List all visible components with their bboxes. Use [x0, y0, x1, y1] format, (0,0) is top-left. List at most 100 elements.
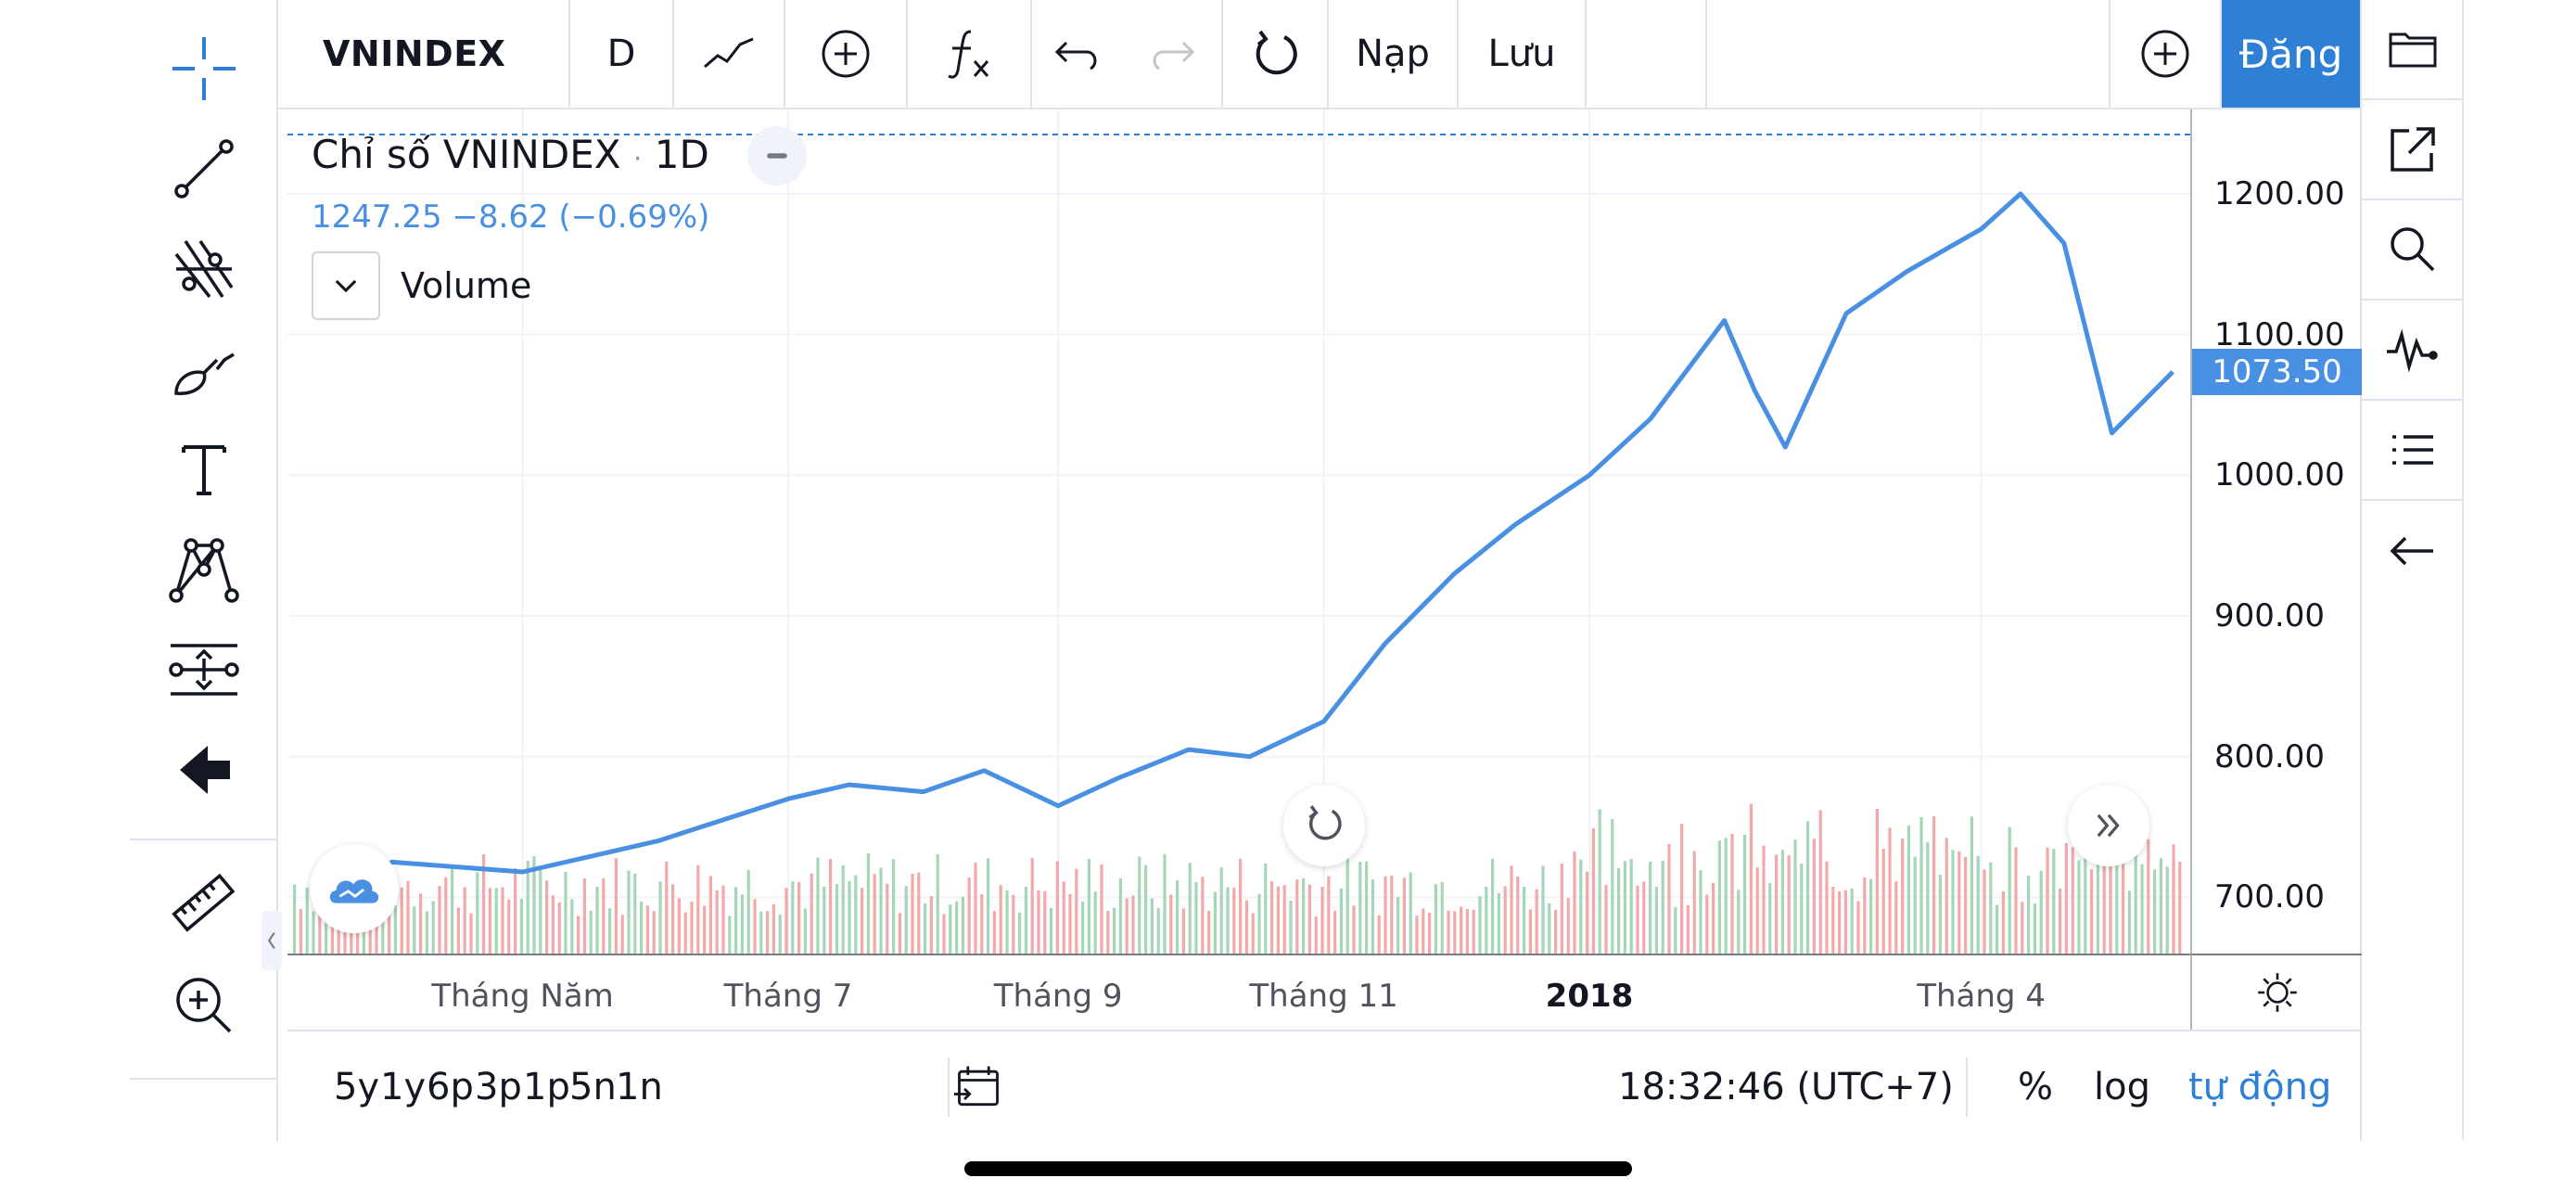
collapse-panel-button[interactable]: [2362, 501, 2464, 601]
volume-bar: [841, 864, 845, 954]
symbol-search-button[interactable]: VNINDEX: [278, 0, 570, 108]
chart-settings-button[interactable]: [2190, 954, 2362, 1030]
range-button-1y[interactable]: 1y: [380, 1066, 427, 1108]
indicators-button[interactable]: [908, 0, 1032, 108]
redo-button[interactable]: [1123, 0, 1223, 108]
volume-bar: [816, 857, 820, 954]
reset-button[interactable]: [1223, 0, 1329, 108]
volume-bar: [1825, 861, 1829, 954]
range-button-1p[interactable]: 1p: [523, 1066, 570, 1108]
volume-bar: [1881, 848, 1885, 954]
volume-bar: [1737, 890, 1741, 954]
volume-bar: [677, 898, 681, 954]
brush-icon[interactable]: [167, 332, 241, 406]
volume-bar: [1213, 891, 1217, 954]
volume-bar: [1901, 839, 1905, 954]
volume-bar: [734, 887, 738, 954]
volume-bar: [1409, 872, 1412, 954]
clock-display[interactable]: 18:32:46 (UTC+7): [1618, 1066, 1954, 1108]
volume-bar: [1018, 912, 1022, 954]
reset-chart-button[interactable]: [1283, 785, 1365, 866]
volume-bar: [608, 908, 612, 954]
compare-button[interactable]: [785, 0, 908, 108]
volume-bar: [406, 880, 410, 954]
volume-bar: [1793, 839, 1797, 954]
hide-legend-button[interactable]: [747, 126, 807, 186]
add-button[interactable]: [2109, 0, 2222, 108]
volume-bar: [2046, 847, 2049, 954]
volume-bar: [1932, 815, 1936, 954]
range-button-5y[interactable]: 5y: [334, 1066, 380, 1108]
collapse-toolbar-button[interactable]: [261, 911, 282, 970]
volume-bar: [1661, 860, 1664, 954]
crosshair-icon[interactable]: [167, 32, 241, 106]
volume-bar: [1586, 871, 1589, 954]
price-chart[interactable]: [287, 109, 2190, 954]
ruler-icon[interactable]: [167, 866, 241, 941]
auto-scale-toggle[interactable]: tự động: [2188, 1066, 2332, 1108]
price-tick-label: 800.00: [2214, 737, 2325, 775]
volume-bar: [1030, 857, 1034, 954]
volume-bar: [1850, 888, 1854, 954]
range-button-3p[interactable]: 3p: [475, 1066, 522, 1108]
interval-button[interactable]: D: [570, 0, 674, 108]
volume-bar: [2096, 820, 2099, 954]
last-price-label: 1073.50: [2192, 348, 2362, 395]
volume-bar: [1125, 898, 1129, 954]
volume-bar: [1320, 886, 1324, 954]
volume-bar: [1629, 858, 1633, 954]
save-layout-button[interactable]: Lưu: [1459, 0, 1587, 108]
log-scale-toggle[interactable]: log: [2094, 1066, 2150, 1108]
pitchfork-icon[interactable]: [167, 232, 241, 306]
volume-toggle-button[interactable]: [312, 251, 380, 320]
right-sidebar: [2360, 0, 2464, 1141]
search-button[interactable]: [2362, 200, 2464, 301]
prediction-icon[interactable]: [167, 633, 241, 707]
volume-bar: [1207, 910, 1211, 954]
volume-bar: [2027, 875, 2031, 954]
volume-bar: [1800, 863, 1804, 954]
go-to-date-button[interactable]: [946, 1031, 1011, 1143]
time-axis[interactable]: Tháng Năm Tháng 7 Tháng 9 Tháng 11 2018 Tháng…: [287, 954, 2190, 1030]
legend-title[interactable]: Chỉ số VNINDEX · 1D: [312, 132, 709, 177]
data-window-button[interactable]: [2362, 301, 2464, 401]
range-button-5n[interactable]: 5n: [569, 1066, 617, 1108]
volume-bar: [431, 901, 435, 954]
volume-bar: [803, 908, 807, 954]
volume-bar: [1302, 877, 1306, 954]
scroll-to-realtime-button[interactable]: [2068, 785, 2149, 866]
cloud-button[interactable]: [310, 844, 399, 933]
volume-bar: [992, 911, 996, 954]
volume-bar: [1113, 907, 1116, 954]
percent-scale-toggle[interactable]: %: [2018, 1066, 2054, 1108]
volume-bar: [2172, 844, 2175, 954]
volume-bar: [1491, 858, 1495, 954]
popout-button[interactable]: [2362, 100, 2464, 200]
volume-bar: [1251, 913, 1255, 954]
volume-bar: [1005, 890, 1009, 954]
range-button-1n[interactable]: 1n: [616, 1066, 663, 1108]
trend-line-icon[interactable]: [167, 132, 241, 206]
volume-bar: [2127, 890, 2131, 954]
volume-bar: [1460, 906, 1463, 954]
zoom-in-icon[interactable]: [167, 968, 241, 1043]
volume-bar: [974, 862, 977, 954]
price-axis[interactable]: 1200.00 1100.00 1000.00 900.00 800.00 700.00 …: [2190, 109, 2362, 954]
volume-bar: [1843, 890, 1847, 954]
volume-bar: [1024, 887, 1027, 954]
range-button-6p[interactable]: 6p: [427, 1066, 474, 1108]
folder-button[interactable]: [2362, 0, 2464, 100]
back-arrow-icon[interactable]: [167, 733, 241, 807]
chart-style-button[interactable]: [674, 0, 785, 108]
publish-button[interactable]: Đăng: [2222, 0, 2360, 108]
volume-bar: [1131, 895, 1135, 954]
volume-bar: [917, 872, 921, 954]
volume-bar: [949, 904, 952, 954]
pattern-icon[interactable]: [167, 532, 241, 607]
text-icon[interactable]: [167, 432, 241, 506]
load-layout-button[interactable]: Nạp: [1329, 0, 1459, 108]
price-tick-label: 900.00: [2214, 597, 2325, 634]
watchlist-button[interactable]: [2362, 401, 2464, 501]
undo-button[interactable]: [1032, 0, 1123, 108]
volume-bar: [1768, 882, 1772, 954]
